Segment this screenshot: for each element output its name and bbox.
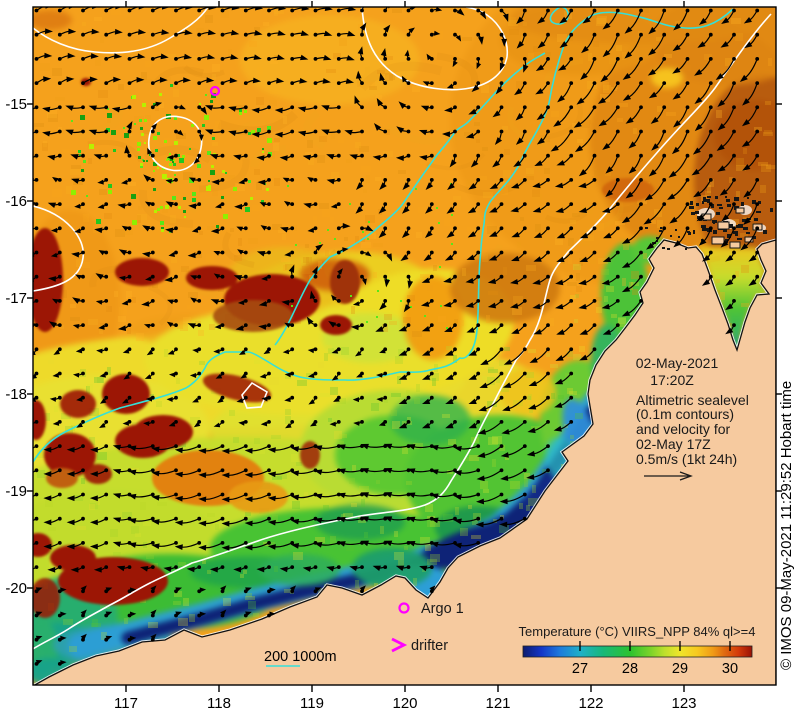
svg-text:02-May-2021: 02-May-2021	[636, 355, 719, 371]
svg-text:117: 117	[114, 695, 138, 710]
svg-text:Altimetric sealevel: Altimetric sealevel	[636, 392, 749, 408]
svg-text:and velocity for: and velocity for	[636, 421, 730, 437]
svg-text:drifter: drifter	[411, 638, 448, 654]
svg-text:© IMOS 09-May-2021 11:29:52 Ho: © IMOS 09-May-2021 11:29:52 Hobart time	[778, 381, 795, 670]
svg-text:30: 30	[722, 661, 738, 677]
svg-text:200 1000m: 200 1000m	[264, 649, 337, 665]
svg-text:120: 120	[392, 695, 417, 710]
svg-text:28: 28	[622, 661, 638, 677]
svg-text:-18: -18	[5, 386, 27, 403]
svg-text:27: 27	[572, 661, 588, 677]
svg-text:123: 123	[671, 695, 696, 710]
svg-text:-20: -20	[5, 580, 27, 597]
svg-text:-19: -19	[5, 483, 27, 500]
svg-text:02-May 17Z: 02-May 17Z	[636, 436, 711, 452]
svg-text:119: 119	[300, 695, 324, 710]
svg-text:Temperature (°C) VIIRS_NPP 84%: Temperature (°C) VIIRS_NPP 84% ql>=4	[519, 624, 756, 639]
svg-text:-15: -15	[5, 96, 27, 113]
svg-text:17:20Z: 17:20Z	[650, 372, 694, 388]
svg-text:-16: -16	[5, 193, 27, 210]
svg-text:Argo 1: Argo 1	[421, 601, 464, 617]
svg-text:121: 121	[485, 695, 510, 710]
svg-text:-17: -17	[5, 290, 27, 307]
svg-text:(0.1m contours): (0.1m contours)	[636, 406, 734, 422]
svg-text:118: 118	[207, 695, 231, 710]
svg-text:0.5m/s (1kt 24h): 0.5m/s (1kt 24h)	[636, 451, 737, 467]
svg-text:122: 122	[578, 695, 603, 710]
svg-text:29: 29	[672, 661, 688, 677]
